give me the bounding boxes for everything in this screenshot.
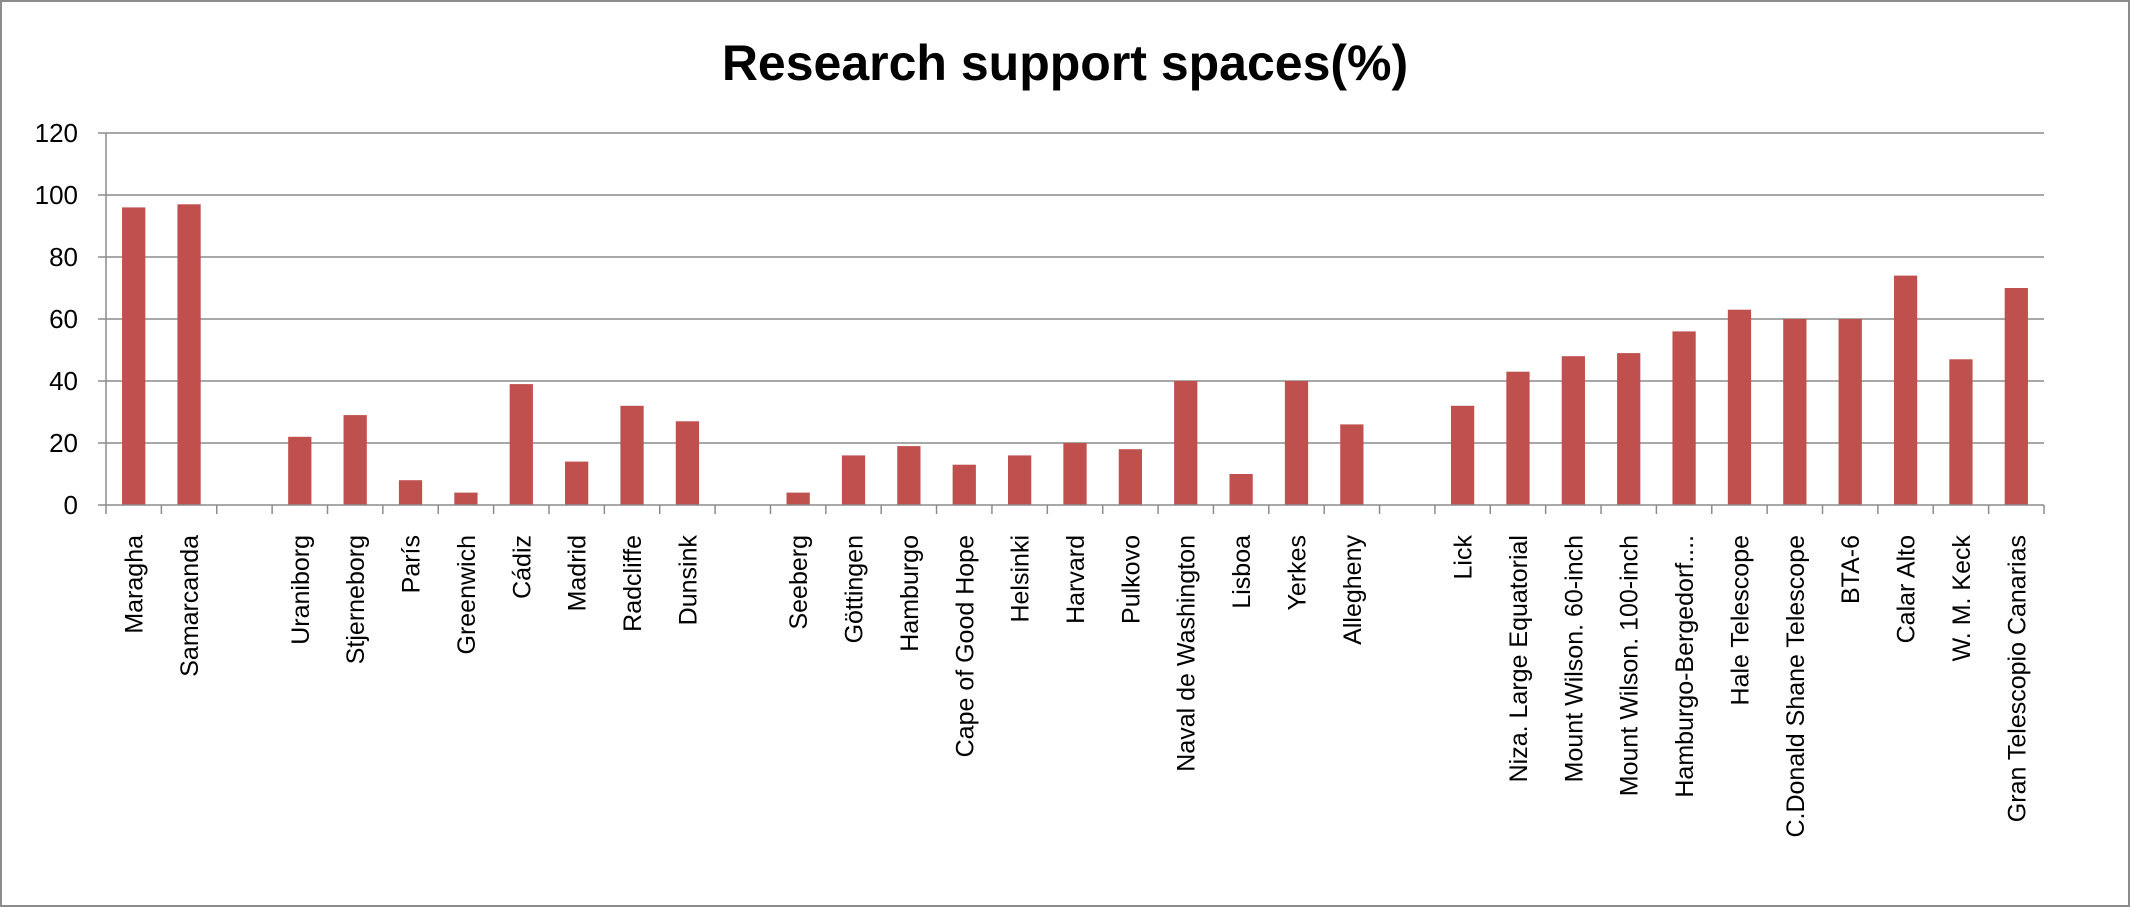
bar — [1506, 371, 1530, 505]
x-tick-label: Uraniborg — [287, 535, 315, 645]
x-tick-label: Hale Telescope — [1726, 535, 1754, 705]
x-tick-label: Hamburgo — [896, 535, 924, 652]
bar — [343, 415, 367, 505]
x-tick-label: Pulkovo — [1117, 535, 1145, 624]
y-tick-label: 40 — [49, 366, 78, 396]
bar — [1561, 356, 1585, 505]
y-tick-label: 120 — [35, 118, 78, 148]
bar — [1727, 309, 1752, 505]
bar — [675, 421, 700, 505]
x-tick-label: Maragha — [121, 535, 149, 634]
x-tick-label: Mount Wilson. 60-inch — [1560, 535, 1588, 782]
y-axis-ticks: 0 20 40 60 80 100 120 — [35, 118, 106, 520]
bar — [952, 464, 976, 505]
x-tick-label: Calar Alto — [1893, 535, 1921, 643]
x-tick-label: París — [398, 535, 426, 593]
x-tick-label: Allegheny — [1339, 535, 1367, 645]
bar — [122, 207, 146, 505]
bar — [288, 436, 312, 505]
x-tick-label: Niza. Large Equatorial — [1505, 535, 1533, 782]
bar — [841, 455, 866, 505]
x-tick-label: BTA-6 — [1837, 535, 1865, 604]
x-tick-label: Hamburgo-Bergedorf.... — [1671, 535, 1699, 798]
y-tick-label: 20 — [49, 428, 78, 458]
x-tick-label: Samarcanda — [176, 535, 204, 677]
x-tick-label: Cape of Good Hope — [951, 535, 979, 757]
x-tick-label: Naval de Washington — [1173, 535, 1201, 772]
x-tick-label: Mount Wilson. 100-inch — [1616, 535, 1644, 796]
x-tick-label: Madrid — [564, 535, 592, 611]
y-tick-label: 0 — [64, 490, 78, 520]
bar — [1672, 331, 1696, 505]
x-tick-label: Stjerneborg — [342, 535, 370, 664]
bar — [1174, 381, 1198, 505]
bar — [897, 446, 921, 505]
bar — [620, 405, 644, 505]
y-tick-label: 80 — [49, 242, 78, 272]
bar — [1617, 353, 1641, 505]
bars — [122, 204, 2028, 506]
x-tick-label: Göttingen — [841, 535, 869, 643]
x-tick-label: Lick — [1450, 535, 1478, 580]
x-axis — [105, 133, 2045, 514]
bar — [1229, 474, 1253, 505]
bar — [2004, 288, 2028, 505]
x-tick-label: W. M. Keck — [1948, 535, 1976, 662]
bar — [1893, 275, 1918, 505]
x-tick-label: Cádiz — [508, 535, 536, 599]
y-tick-label: 60 — [49, 304, 78, 334]
bar — [398, 480, 423, 505]
x-tick-label: Helsinki — [1007, 535, 1035, 623]
gridlines — [106, 132, 2044, 444]
x-tick-label: Seeberg — [785, 535, 813, 630]
y-tick-label: 100 — [35, 180, 78, 210]
bar — [177, 204, 201, 506]
bar — [1008, 455, 1032, 505]
chart-title: Research support spaces(%) — [722, 35, 1408, 91]
bar — [509, 384, 533, 505]
x-tick-label: Harvard — [1062, 535, 1090, 624]
bar — [565, 461, 589, 505]
x-tick-label: Greenwich — [453, 535, 481, 655]
x-tick-label: C.Donald Shane Telescope — [1782, 535, 1810, 838]
bar — [1949, 359, 1973, 505]
bar — [786, 492, 810, 505]
bar — [1118, 449, 1142, 505]
bar — [1783, 319, 1807, 505]
bar — [1063, 443, 1087, 505]
bar — [1340, 424, 1364, 505]
x-tick-label: Gran Telescopio Canarias — [2003, 535, 2031, 822]
bar — [1450, 405, 1475, 505]
bar — [1838, 319, 1862, 505]
bar — [1284, 381, 1309, 505]
x-axis-labels: Maragha Samarcanda Uraniborg Stjerneborg Par… — [121, 535, 2032, 838]
x-tick-label: Lisboa — [1228, 535, 1256, 609]
x-tick-label: Radcliffe — [619, 535, 647, 632]
bar — [454, 492, 478, 505]
x-tick-label: Yerkes — [1283, 535, 1311, 611]
x-tick-label: Dunsink — [674, 535, 702, 626]
